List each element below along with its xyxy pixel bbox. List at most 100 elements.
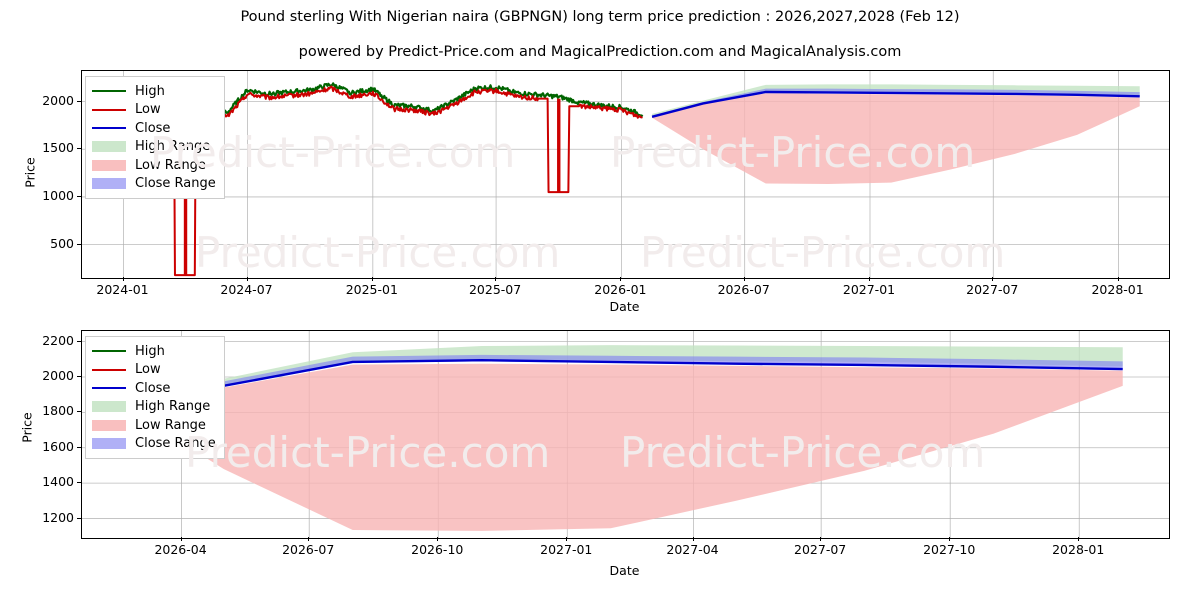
bottom-chart-canvas	[82, 331, 1169, 538]
legend-item-close-range[interactable]: Close Range	[92, 435, 216, 454]
x-axis-tick-mark	[949, 537, 951, 541]
legend-swatch-close-icon	[92, 122, 126, 135]
y-axis-tick-mark	[77, 376, 81, 377]
legend-item-high[interactable]: High	[92, 82, 216, 101]
legend-label: High	[135, 83, 165, 99]
x-axis-tick-label: 2027-10	[923, 542, 976, 557]
y-axis-tick-label: 1000	[42, 187, 74, 203]
legend-item-low-range[interactable]: Low Range	[92, 156, 216, 175]
legend-item-low[interactable]: Low	[92, 361, 216, 380]
y-axis-tick-label: 2000	[42, 368, 74, 383]
legend-swatch-high-icon	[92, 85, 126, 98]
x-axis-tick-label: 2024-01	[96, 282, 149, 297]
x-axis-tick-mark	[308, 537, 310, 541]
y-axis-tick-mark	[77, 148, 81, 150]
top-chart-plot-area	[81, 70, 1170, 279]
x-axis-tick-label: 2027-04	[666, 542, 719, 557]
y-axis-tick-mark	[77, 243, 81, 245]
x-axis-tick-label: 2028-01	[1052, 542, 1105, 557]
y-axis-tick-label: 500	[50, 235, 74, 251]
legend-label: Low Range	[135, 157, 206, 173]
x-axis-tick-mark	[692, 537, 694, 541]
legend-swatch-low-icon	[92, 363, 126, 376]
x-axis-tick-label: 2027-01	[540, 542, 593, 557]
legend-label: Low	[135, 362, 161, 378]
legend-label: High Range	[135, 139, 211, 155]
legend-item-low[interactable]: Low	[92, 101, 216, 120]
x-axis-tick-mark	[1117, 277, 1119, 281]
legend-label: Close Range	[135, 436, 216, 452]
legend-label: Close	[135, 380, 171, 396]
x-axis-tick-mark	[371, 277, 373, 281]
top-chart-xlabel: Date	[609, 299, 640, 314]
x-axis-tick-label: 2025-01	[345, 282, 398, 297]
legend-swatch-low-icon	[92, 103, 126, 116]
x-axis-tick-label: 2027-01	[842, 282, 896, 297]
legend-item-high[interactable]: High	[92, 342, 216, 361]
legend-swatch-high-range-icon	[92, 400, 126, 413]
x-axis-tick-label: 2028-01	[1091, 282, 1144, 297]
x-axis-tick-label: 2024-07	[220, 282, 273, 297]
top-chart-canvas	[82, 71, 1169, 278]
y-axis-tick-mark	[77, 411, 81, 413]
legend-label: Low Range	[135, 417, 206, 433]
x-axis-tick-mark	[180, 537, 182, 541]
x-axis-tick-label: 2027-07	[794, 542, 847, 557]
legend-item-high-range[interactable]: High Range	[92, 398, 216, 417]
bottom-chart-panel: Price 1200 1400 1600 1800 2000 2200 2026-04 202…	[0, 310, 1200, 600]
x-axis-tick-label: 2027-07	[966, 282, 1019, 297]
legend-label: Low	[135, 102, 161, 118]
x-axis-tick-mark	[869, 277, 870, 281]
legend-label: High Range	[135, 399, 211, 415]
y-axis-tick-mark	[77, 195, 81, 197]
y-axis-tick-label: 1800	[42, 403, 74, 419]
top-chart-panel: Price 500 1000 1500 2000 2024-01 2024-07 2025-…	[23, 70, 1170, 314]
x-axis-tick-label: 2026-01	[594, 282, 647, 297]
legend-item-low-range[interactable]: Low Range	[92, 416, 216, 435]
y-axis-tick-label: 2000	[42, 92, 74, 108]
legend-swatch-close-icon	[92, 382, 126, 395]
y-axis-tick-label: 1600	[42, 438, 74, 454]
x-axis-tick-label: 2026-10	[411, 542, 464, 557]
x-axis-tick-mark	[495, 277, 497, 281]
legend-item-close-range[interactable]: Close Range	[92, 175, 216, 194]
y-axis-tick-mark	[77, 446, 81, 448]
y-axis-tick-label: 1500	[42, 140, 74, 156]
legend-swatch-low-range-icon	[92, 419, 126, 432]
y-axis-tick-mark	[77, 100, 81, 102]
legend-item-high-range[interactable]: High Range	[92, 138, 216, 157]
y-axis-tick-label: 1400	[42, 474, 74, 490]
x-axis-tick-mark	[992, 277, 994, 281]
legend-item-close[interactable]: Close	[92, 379, 216, 398]
x-axis-tick-mark	[566, 537, 568, 541]
legend-label: Close	[135, 120, 171, 136]
top-chart-legend: High Low Close High Range Low Range Close Ran…	[85, 76, 225, 199]
legend-swatch-close-range-icon	[92, 437, 126, 450]
y-axis-tick-mark	[77, 517, 81, 519]
legend-swatch-close-range-icon	[92, 177, 126, 190]
x-axis-tick-mark	[743, 277, 745, 281]
legend-item-close[interactable]: Close	[92, 119, 216, 138]
bottom-chart-xlabel: Date	[609, 563, 640, 578]
y-axis-tick-mark	[77, 482, 81, 484]
x-axis-tick-label: 2026-07	[282, 542, 335, 557]
y-axis-tick-mark	[77, 340, 81, 342]
page-subtitle: powered by Predict-Price.com and Magical…	[298, 44, 902, 60]
legend-label: Close Range	[135, 176, 216, 192]
x-axis-tick-label: 2026-07	[717, 282, 770, 297]
x-axis-tick-label: 2026-04	[154, 542, 207, 557]
x-axis-tick-mark	[1078, 537, 1080, 541]
legend-swatch-high-icon	[92, 345, 126, 358]
x-axis-tick-mark	[820, 537, 822, 541]
legend-swatch-high-range-icon	[92, 140, 126, 153]
bottom-chart-plot-area	[81, 330, 1170, 539]
x-axis-tick-mark	[437, 537, 439, 541]
bottom-chart-legend: High Low Close High Range Low Range Close Ran…	[85, 336, 225, 459]
x-axis-tick-label: 2025-07	[468, 282, 522, 297]
x-axis-tick-mark	[246, 277, 248, 281]
page-title: Pound sterling With Nigerian naira (GBPN…	[240, 9, 960, 25]
y-axis-tick-label: 1200	[42, 509, 74, 525]
legend-swatch-low-range-icon	[92, 159, 126, 172]
x-axis-tick-mark	[620, 277, 622, 281]
